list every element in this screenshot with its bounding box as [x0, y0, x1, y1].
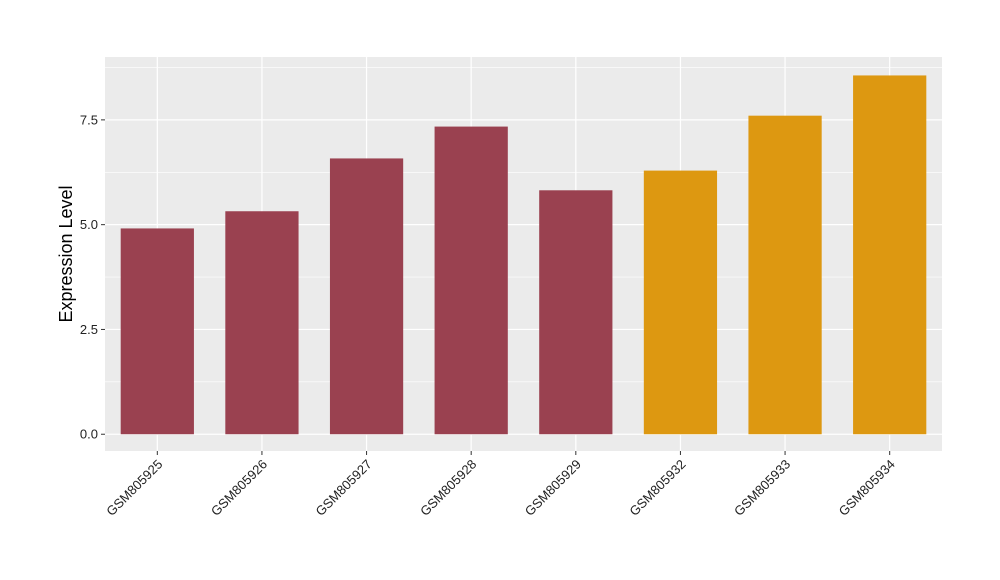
bar-GSM805928: [434, 126, 508, 435]
bar-GSM805929: [539, 190, 613, 435]
bar-GSM805927: [329, 158, 404, 435]
x-tick-label: GSM805925: [103, 457, 165, 519]
y-tick-label: 5.0: [80, 217, 98, 232]
x-tick-label: GSM805926: [208, 457, 270, 519]
bar-GSM805925: [120, 228, 194, 435]
x-tick-label: GSM805929: [522, 457, 584, 519]
bar-GSM805933: [748, 115, 822, 435]
y-axis-label: Expression Level: [56, 185, 76, 322]
x-tick-label: GSM805932: [626, 457, 688, 519]
x-tick-label: GSM805933: [731, 457, 793, 519]
y-tick-label: 2.5: [80, 322, 98, 337]
y-tick-label: 0.0: [80, 427, 98, 442]
bar-GSM805934: [853, 75, 927, 435]
bar-GSM805926: [225, 211, 299, 435]
x-tick-label: GSM805927: [312, 457, 374, 519]
x-tick-label: GSM805928: [417, 457, 479, 519]
y-tick-label: 7.5: [80, 112, 98, 127]
bar-GSM805932: [643, 170, 718, 435]
x-tick-label: GSM805934: [836, 457, 898, 519]
